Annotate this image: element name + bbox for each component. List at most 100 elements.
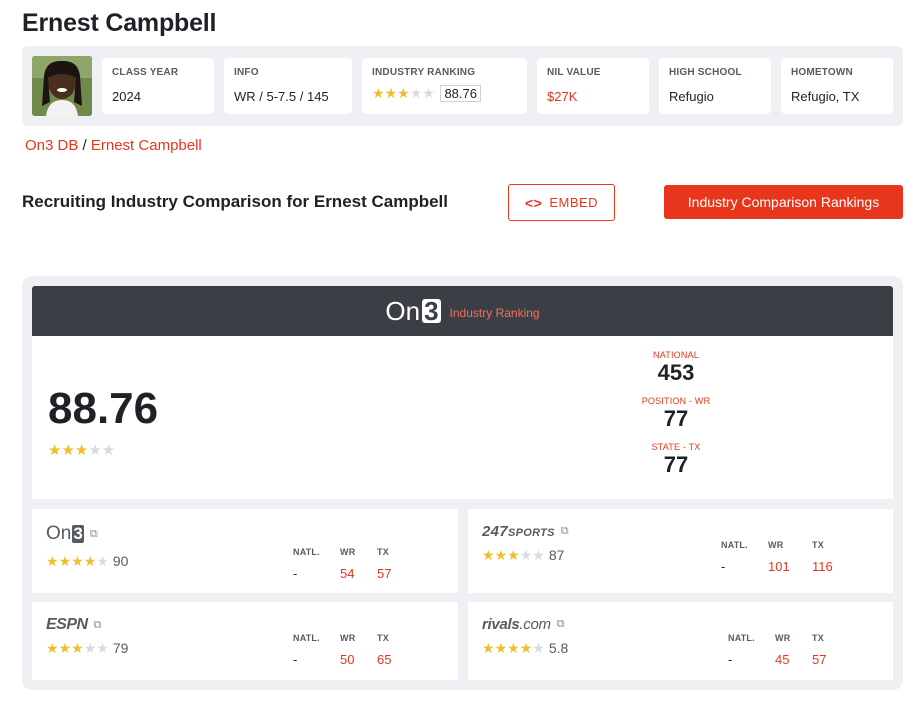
star-filled-icon: ★ [71,640,84,656]
nil-value-label: NIL VALUE [547,67,601,78]
star-filled-icon: ★ [71,553,84,569]
247sports-rating: 87 [548,547,565,563]
star-filled-icon: ★ [58,553,72,569]
star-empty-icon: ★ [96,553,109,569]
position-value[interactable]: 101 [768,559,790,574]
hometown-box: HOMETOWN Refugio, TX [781,58,893,114]
natl-value: - [728,652,733,667]
rivals-star-rating: ★★★★★ [482,640,545,656]
on3-rating: 90 [112,553,129,569]
embed-label: EMBED [549,195,599,210]
state-value[interactable]: 57 [812,652,827,667]
position-label: WR [768,540,784,550]
star-filled-icon: ★ [48,442,62,459]
national-rank-value: 453 [657,360,695,385]
rivals-service-logo[interactable]: rivals.com ⧉ [482,616,565,633]
247sports-service-logo[interactable]: 247SPORTS ⧉ [482,523,569,540]
nil-value[interactable]: $27K [547,89,578,104]
info-value: WR / 5-7.5 / 145 [234,89,329,104]
star-filled-icon: ★ [482,547,495,563]
industry-comparison-card: On 3 Industry Ranking 88.76 ★★★★★ NATIONA… [22,276,903,690]
on3-service-logo[interactable]: On 3 ⧉ [46,523,98,545]
state-label: TX [377,547,389,557]
industry-ranking-box: INDUSTRY RANKING ★★★★★ 88.76 [362,58,527,114]
star-filled-icon: ★ [58,640,72,656]
external-link-icon[interactable]: ⧉ [89,527,98,540]
star-filled-icon: ★ [519,640,533,656]
star-empty-icon: ★ [88,442,102,459]
service-card-247sports: 247SPORTS ⧉ ★★★★★ 87 NATL. - WR 101 TX 11… [468,509,893,593]
service-card-rivals: rivals.com ⧉ ★★★★★ 5.8 NATL. - WR 45 TX 5… [468,602,893,680]
on3-state-col: TX 57 [377,547,391,581]
on3-logo: On 3 [385,296,441,327]
on3-logo-digit: 3 [72,524,84,543]
nil-value-box[interactable]: NIL VALUE $27K [537,58,649,114]
state-value[interactable]: 65 [377,652,392,667]
star-empty-icon: ★ [101,442,116,459]
position-label: WR [775,633,791,643]
section-title: Recruiting Industry Comparison for Ernes… [22,192,449,211]
rivals-rating: 5.8 [548,640,569,656]
position-value[interactable]: 50 [340,652,355,667]
industry-comparison-rankings-button[interactable]: Industry Comparison Rankings [664,185,903,219]
code-icon: <> [524,194,543,211]
player-header-card: CLASS YEAR 2024 INFO WR / 5-7.5 / 145 IN… [22,46,903,126]
breadcrumb-separator: / [82,137,87,154]
natl-label: NATL. [293,633,320,643]
star-empty-icon: ★ [532,547,545,563]
high-school-value: Refugio [669,89,714,104]
breadcrumb: On3 DB / Ernest Campbell [25,137,202,154]
class-year-value: 2024 [112,89,141,104]
state-value[interactable]: 57 [377,566,392,581]
star-filled-icon: ★ [46,640,59,656]
star-filled-icon: ★ [494,640,508,656]
rivals-logo: rivals.com [482,616,551,633]
state-rank-value: 77 [663,452,689,477]
star-filled-icon: ★ [507,640,520,656]
247sports-star-rating: ★★★★★ [482,547,545,563]
embed-button[interactable]: <> EMBED [508,184,615,221]
external-link-icon[interactable]: ⧉ [560,525,569,537]
industry-main-panel: 88.76 ★★★★★ NATIONAL 453 POSITION - WR 7… [32,336,893,499]
on3-position-col: WR 54 [340,547,355,581]
star-filled-icon: ★ [397,85,410,102]
star-empty-icon: ★ [519,547,533,563]
star-empty-icon: ★ [532,640,545,656]
industry-banner-label: Industry Ranking [449,306,540,320]
breadcrumb-root-link[interactable]: On3 DB [25,137,79,154]
star-filled-icon: ★ [384,85,398,102]
position-rank: POSITION - WR 77 [632,396,720,432]
star-empty-icon: ★ [96,640,109,656]
national-rank-label: NATIONAL [653,350,699,360]
info-box: INFO WR / 5-7.5 / 145 [224,58,352,114]
position-value[interactable]: 54 [340,566,355,581]
industry-rating-value: 88.76 [440,85,481,103]
natl-value: - [293,566,298,581]
star-filled-icon: ★ [61,442,75,459]
state-value[interactable]: 116 [812,559,833,574]
247sports-logo-main: 247 [482,523,508,540]
star-filled-icon: ★ [507,547,520,563]
star-filled-icon: ★ [494,547,508,563]
star-empty-icon: ★ [409,85,423,102]
espn-rating: 79 [112,640,129,656]
rivals-position-col: WR 45 [775,633,790,667]
natl-label: NATL. [293,547,320,557]
espn-service-logo[interactable]: ESPN ⧉ [46,616,101,634]
industry-star-rating: ★★★★★ [48,441,115,459]
espn-logo: ESPN [46,616,88,633]
position-label: WR [340,633,356,643]
service-card-on3: On 3 ⧉ ★★★★★ 90 NATL. - WR 54 TX 57 [32,509,458,593]
on3-star-rating: ★★★★★ [46,553,109,569]
natl-label: NATL. [721,540,748,550]
page-title: Ernest Campbell [22,9,217,37]
rivals-state-col: TX 57 [812,633,826,667]
external-link-icon[interactable]: ⧉ [556,618,565,630]
position-value[interactable]: 45 [775,652,790,667]
hometown-label: HOMETOWN [791,67,853,78]
star-empty-icon: ★ [83,640,97,656]
external-link-icon[interactable]: ⧉ [93,618,102,631]
star-filled-icon: ★ [482,640,495,656]
espn-natl-col: NATL. - [293,633,320,667]
breadcrumb-current-link[interactable]: Ernest Campbell [90,137,202,154]
